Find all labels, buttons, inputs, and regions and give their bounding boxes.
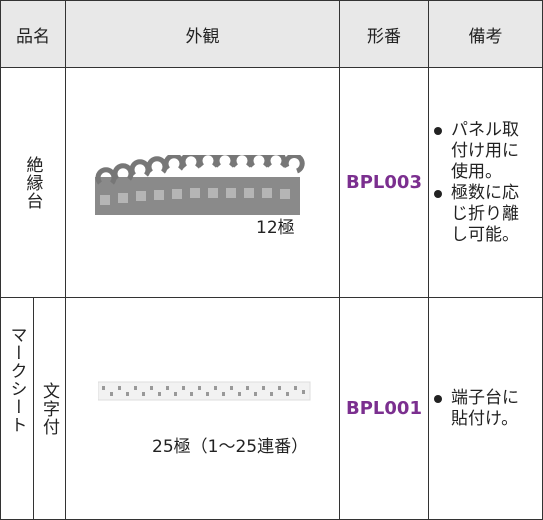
subname-cell: 文字付 — [34, 298, 66, 520]
name-cell: マークシート — [0, 298, 34, 520]
subname: 文字付 — [39, 381, 59, 436]
note: パネル取付け用に使用。 — [431, 120, 523, 183]
header-cell: 品名 — [0, 0, 66, 68]
header-cell: 形番 — [340, 0, 429, 68]
note: 端子台に貼付け。 — [431, 388, 523, 430]
marker-sheet-image — [98, 381, 311, 401]
image-cell — [66, 298, 340, 520]
caption: 25極（1〜25連番） — [152, 437, 309, 457]
model: BPL001 — [340, 298, 429, 520]
notes-cell: パネル取付け用に使用。 極数に応じ折り離し可能。 — [429, 68, 543, 298]
caption: 12極 — [256, 218, 295, 238]
image-cell — [66, 68, 340, 298]
name: 絶縁台 — [22, 155, 43, 210]
header-cell: 外観 — [66, 0, 340, 68]
terminal-strip-image — [95, 155, 305, 215]
note: 極数に応じ折り離し可能。 — [431, 183, 523, 246]
name: マークシート — [6, 326, 27, 434]
header-cell: 備考 — [429, 0, 543, 68]
notes-cell: 端子台に貼付け。 — [429, 298, 543, 520]
name-cell: 絶縁台 — [0, 68, 66, 298]
model: BPL003 — [340, 68, 429, 298]
